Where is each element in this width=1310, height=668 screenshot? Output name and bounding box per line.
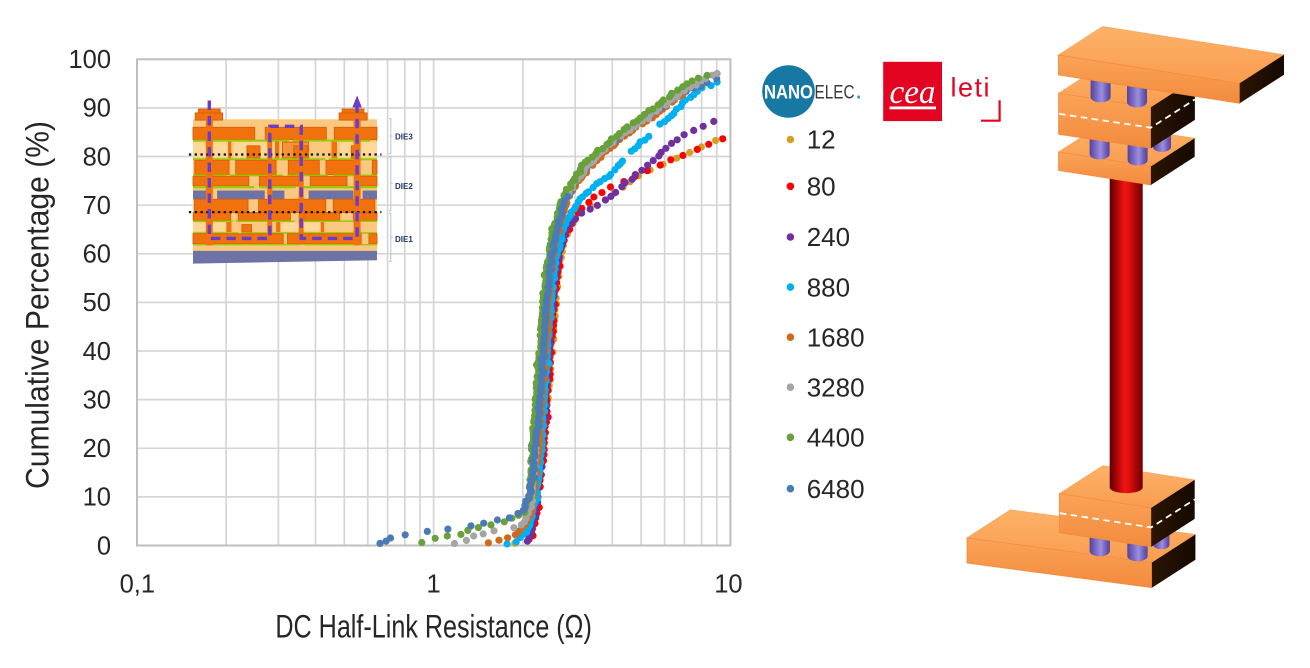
svg-text:cea: cea [890,74,936,111]
svg-text:10: 10 [714,571,742,599]
svg-text:4400: 4400 [807,423,865,453]
svg-text:6480: 6480 [807,474,865,504]
svg-text:80: 80 [807,172,836,202]
svg-text:30: 30 [83,386,111,414]
svg-text:10: 10 [83,484,111,512]
svg-text:.: . [856,82,861,103]
svg-text:3280: 3280 [807,372,865,402]
svg-text:DC Half-Link Resistance (Ω): DC Half-Link Resistance (Ω) [275,608,592,644]
svg-text:90: 90 [83,95,111,123]
svg-text:DIE2: DIE2 [395,182,413,191]
svg-text:DIE3: DIE3 [395,133,413,142]
svg-text:DIE1: DIE1 [395,235,413,244]
svg-text:Cumulative Percentage (%): Cumulative Percentage (%) [20,121,56,489]
svg-text:ELEC: ELEC [815,82,855,103]
svg-text:70: 70 [83,192,111,220]
svg-text:12: 12 [807,125,836,155]
svg-text:1680: 1680 [807,322,865,352]
svg-text:80: 80 [83,143,111,171]
svg-text:NANO: NANO [764,82,813,103]
svg-text:leti: leti [951,73,992,103]
svg-text:0: 0 [97,532,111,560]
svg-text:50: 50 [83,289,111,317]
svg-text:240: 240 [807,222,850,252]
svg-text:60: 60 [83,241,111,269]
svg-text:20: 20 [83,435,111,463]
svg-text:40: 40 [83,338,111,366]
svg-text:0,1: 0,1 [120,571,155,599]
svg-text:880: 880 [807,272,850,302]
svg-text:100: 100 [68,46,111,74]
svg-text:1: 1 [427,571,441,599]
